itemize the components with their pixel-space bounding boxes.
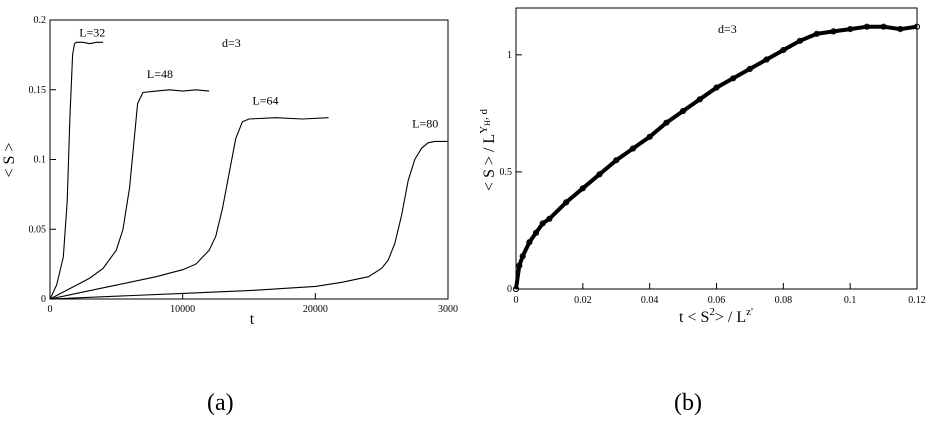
y-tick-label: 0 xyxy=(41,294,46,305)
x-tick-label: 0.04 xyxy=(641,295,659,306)
data-point xyxy=(526,239,533,246)
data-point xyxy=(796,37,804,44)
data-point xyxy=(730,75,737,82)
y-label-sup: Y xyxy=(478,126,490,134)
data-point xyxy=(780,47,787,54)
series-line-l-64 xyxy=(49,117,329,300)
data-point xyxy=(519,253,526,260)
series-line-l-48 xyxy=(49,89,210,300)
series-label: L=80 xyxy=(412,116,438,130)
y-tick-label: 0 xyxy=(507,284,512,295)
panel-a-chart: 0 10000 20000 300000.050.10.150.2L=32L=48L=… xyxy=(1,15,458,328)
panel-a-x-axis-label: t xyxy=(250,311,255,328)
y-label-sup: , d xyxy=(478,109,490,121)
panel-b-y-axis-label: < S > / LYH, d xyxy=(478,109,498,191)
x-tick-label: 0.1 xyxy=(844,295,857,306)
x-label-part: t < S xyxy=(679,309,709,326)
panel-a-annotation: d=3 xyxy=(222,36,241,50)
data-point xyxy=(663,119,670,126)
series-line-l-80 xyxy=(49,140,448,300)
panel-a-frame xyxy=(49,19,449,300)
x-tick-label: 0.12 xyxy=(908,295,926,306)
x-tick-label: 0.06 xyxy=(708,295,726,306)
data-point xyxy=(847,26,854,33)
data-point xyxy=(532,229,540,236)
data-point xyxy=(512,285,520,293)
y-tick-label: 0.15 xyxy=(29,85,47,96)
panel-b-annotation: d=3 xyxy=(718,22,737,36)
y-label-sub: H xyxy=(483,120,492,126)
data-point xyxy=(516,262,523,269)
data-point xyxy=(897,26,904,33)
x-label-part: > / L xyxy=(715,309,746,326)
data-point xyxy=(863,23,871,30)
series-label: L=32 xyxy=(79,25,105,39)
x-tick-label: 0.02 xyxy=(574,295,592,306)
data-point xyxy=(913,23,921,30)
data-point xyxy=(629,145,637,152)
data-point xyxy=(763,56,770,63)
series-label: L=64 xyxy=(252,94,278,108)
y-tick-label: 0.05 xyxy=(29,224,47,235)
y-label-part: < S > / L xyxy=(481,134,498,191)
panel-b-x-axis-label: t < S2> / Lz' xyxy=(679,306,753,326)
x-label-sup: 2 xyxy=(709,306,715,318)
y-tick-label: 0.2 xyxy=(34,15,47,26)
data-point xyxy=(546,215,553,222)
data-point xyxy=(813,30,820,37)
x-tick-label: 20000 xyxy=(303,304,328,315)
data-point xyxy=(579,185,586,192)
panel-b-chart: 0 0.02 0.04 0.06 0.08 0.1 0.12 0 0.5 1 d=3 t < S2> … xyxy=(478,7,926,326)
data-point xyxy=(746,65,754,73)
panel-b-caption: (b) xyxy=(674,390,702,416)
data-point xyxy=(713,84,720,91)
data-point xyxy=(613,157,620,164)
series-label: L=48 xyxy=(147,67,173,81)
y-tick-label: 0.5 xyxy=(500,167,513,178)
x-tick-label: 0.08 xyxy=(775,295,793,306)
y-tick-label: 0.1 xyxy=(34,155,47,166)
data-point xyxy=(646,133,653,140)
panel-b-frame xyxy=(515,7,918,290)
data-point xyxy=(880,23,887,30)
data-point xyxy=(563,199,570,206)
x-tick-label: 3000 xyxy=(438,304,458,315)
data-point xyxy=(830,28,837,35)
x-tick-label: 0 xyxy=(514,295,519,306)
x-tick-label: 10000 xyxy=(170,304,195,315)
data-point xyxy=(680,107,687,115)
data-point xyxy=(539,220,546,227)
panel-a-y-axis-label: < S > xyxy=(1,143,18,178)
data-point xyxy=(696,96,703,103)
x-label-sup: z' xyxy=(746,306,753,318)
y-tick-label: 1 xyxy=(507,50,512,61)
x-tick-label: 0 xyxy=(48,304,53,315)
collapsed-data-band xyxy=(514,24,918,290)
data-point xyxy=(596,171,603,178)
panel-a-caption: (a) xyxy=(207,390,234,416)
series-line-l-32 xyxy=(49,41,104,300)
